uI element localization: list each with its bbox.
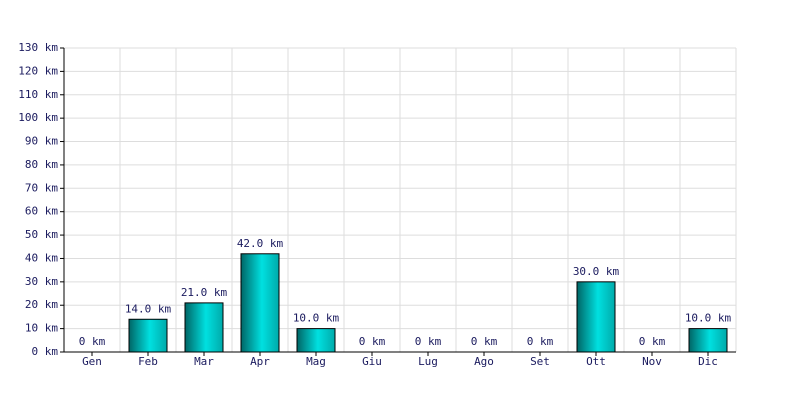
x-tick-label: Nov	[642, 355, 662, 368]
data-label: 10.0 km	[293, 312, 340, 325]
y-tick-label: 40 km	[25, 251, 58, 264]
y-tick-label: 50 km	[25, 228, 58, 241]
data-label: 42.0 km	[237, 237, 284, 250]
y-tick-label: 60 km	[25, 205, 58, 218]
data-label: 0 km	[415, 335, 442, 348]
y-tick-label: 30 km	[25, 275, 58, 288]
x-tick-label: Set	[530, 355, 550, 368]
data-label: 0 km	[471, 335, 498, 348]
bar	[688, 328, 728, 353]
x-tick-label: Apr	[250, 355, 270, 368]
bar	[576, 281, 616, 353]
y-tick-label: 120 km	[18, 64, 58, 77]
data-label: 0 km	[359, 335, 386, 348]
bar	[184, 302, 224, 353]
data-label: 0 km	[79, 335, 106, 348]
data-label: 30.0 km	[573, 265, 620, 278]
x-tick-label: Ago	[474, 355, 494, 368]
x-tick-label: Mar	[194, 355, 214, 368]
y-tick-label: 10 km	[25, 322, 58, 335]
y-tick-label: 110 km	[18, 88, 58, 101]
bar	[296, 328, 336, 353]
y-tick-label: 90 km	[25, 135, 58, 148]
x-tick-label: Mag	[306, 355, 326, 368]
x-tick-label: Gen	[82, 355, 102, 368]
y-tick-label: 0 km	[32, 345, 59, 358]
bar	[240, 253, 280, 353]
y-tick-label: 70 km	[25, 181, 58, 194]
data-label: 14.0 km	[125, 302, 172, 315]
y-tick-label: 80 km	[25, 158, 58, 171]
data-label: 21.0 km	[181, 286, 228, 299]
y-tick-label: 130 km	[18, 41, 58, 54]
x-tick-label: Lug	[418, 355, 438, 368]
x-tick-label: Feb	[138, 355, 158, 368]
data-label: 10.0 km	[685, 312, 732, 325]
x-tick-label: Giu	[362, 355, 382, 368]
x-tick-label: Ott	[586, 355, 606, 368]
x-tick-label: Dic	[698, 355, 718, 368]
data-label: 0 km	[639, 335, 666, 348]
y-tick-label: 20 km	[25, 298, 58, 311]
bar	[128, 318, 168, 353]
y-tick-label: 100 km	[18, 111, 58, 124]
data-label: 0 km	[527, 335, 554, 348]
